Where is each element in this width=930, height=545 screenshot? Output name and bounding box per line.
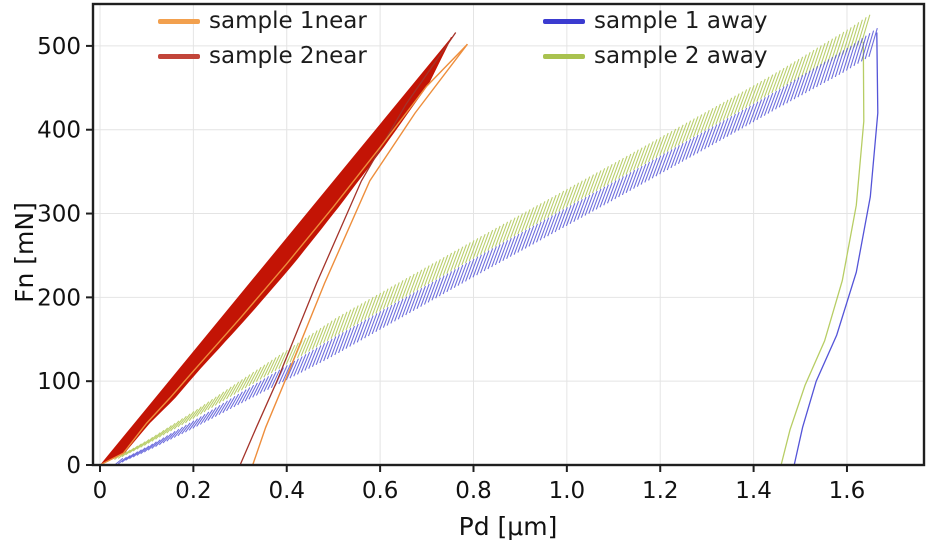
legend-swatch-sample-2-away xyxy=(543,54,585,59)
ticks xyxy=(86,44,848,472)
y-tick-label: 200 xyxy=(37,285,81,311)
x-tick-label: 0.8 xyxy=(455,478,492,504)
legend-label-sample-2-near: sample 2near xyxy=(209,43,367,69)
legend-item-sample-1-near: sample 1near xyxy=(158,10,367,33)
unload-sample-1-away xyxy=(793,32,879,466)
legend-item-sample-2-near: sample 2near xyxy=(158,45,367,68)
x-tick-label: 1.2 xyxy=(642,478,679,504)
y-tick-label: 400 xyxy=(37,118,81,144)
tick-labels: 0 0.2 0.4 0.6 0.8 1.0 1.2 1.4 1.6 0 100 200 300 400 50… xyxy=(37,34,865,504)
legend-swatch-sample-1-near xyxy=(158,19,200,24)
y-tick-label: 0 xyxy=(66,453,81,479)
y-tick-label: 500 xyxy=(37,34,81,60)
x-tick-label: 0 xyxy=(93,478,108,504)
legend-swatch-sample-2-near xyxy=(158,54,200,59)
x-tick-label: 0.2 xyxy=(175,478,212,504)
y-tick-label: 100 xyxy=(37,369,81,395)
load-sample-1near xyxy=(99,43,468,466)
legend-item-sample-1-away: sample 1 away xyxy=(543,10,768,33)
x-tick-label: 1.4 xyxy=(735,478,772,504)
plot-frame xyxy=(91,2,926,467)
x-tick-label: 0.4 xyxy=(268,478,305,504)
unload-sample-1near xyxy=(252,43,468,466)
legend-label-sample-1-near: sample 1near xyxy=(209,8,367,34)
legend-label-sample-2-away: sample 2 away xyxy=(594,43,768,69)
unload-sample-2near xyxy=(239,32,457,466)
series-sample-2-away xyxy=(114,14,871,461)
series-sample-1-away xyxy=(114,27,878,466)
x-axis-label: Pd [μm] xyxy=(458,512,558,541)
series-sample-2near-band xyxy=(99,36,452,466)
legend-label-sample-1-away: sample 1 away xyxy=(594,8,768,34)
x-tick-label: 1.6 xyxy=(829,478,866,504)
y-tick-label: 300 xyxy=(37,202,81,228)
legend-item-sample-2-away: sample 2 away xyxy=(543,45,768,68)
y-axis-label: Fn [mN] xyxy=(9,202,39,303)
x-tick-label: 0.6 xyxy=(362,478,399,504)
legend-swatch-sample-1-away xyxy=(543,19,585,24)
x-tick-label: 1.0 xyxy=(549,478,586,504)
unload-sample-2-away xyxy=(780,41,865,466)
